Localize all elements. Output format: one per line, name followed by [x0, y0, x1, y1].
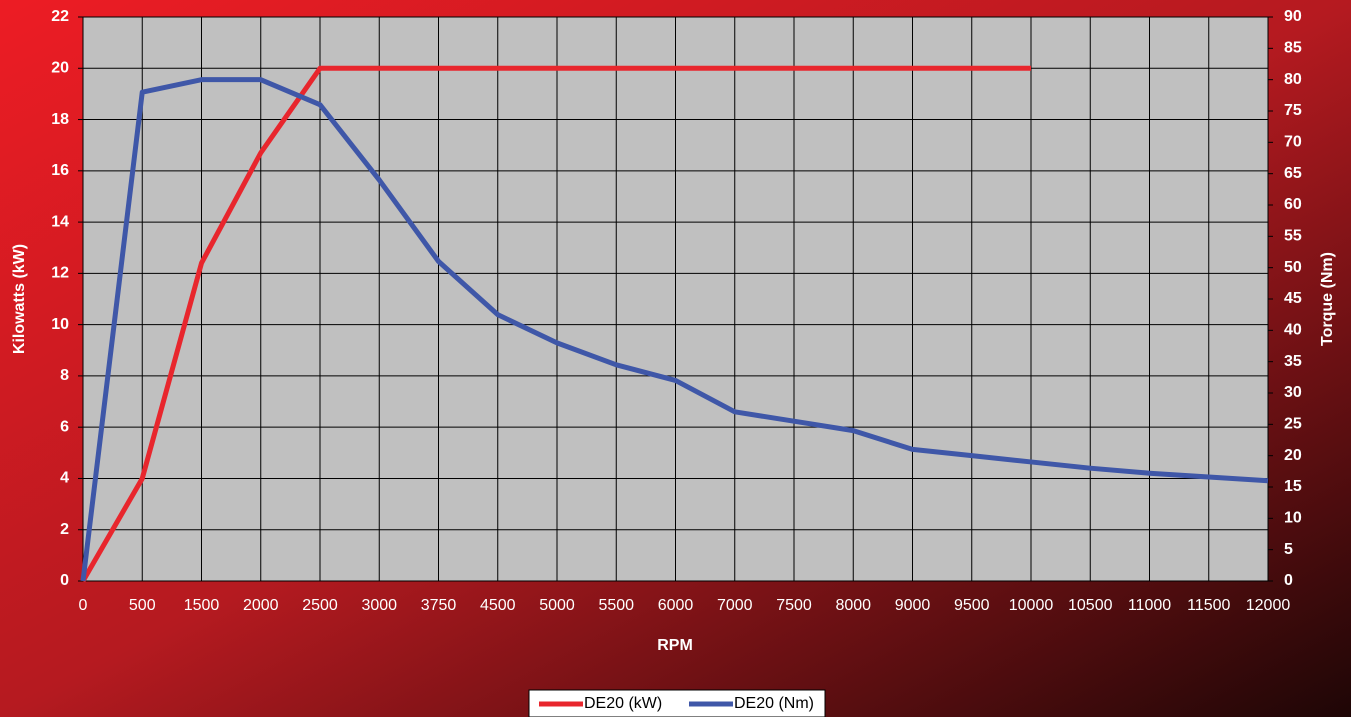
legend-label: DE20 (Nm): [734, 695, 814, 712]
y2-tick-label: 40: [1284, 322, 1302, 339]
x-tick-label: 3000: [361, 597, 397, 614]
x-tick-label: 4500: [480, 597, 516, 614]
x-tick-label: 10500: [1068, 597, 1113, 614]
y-tick-label: 18: [51, 111, 69, 128]
y2-tick-label: 85: [1284, 40, 1302, 57]
y-tick-label: 16: [51, 162, 69, 179]
x-tick-label: 7500: [776, 597, 812, 614]
x-tick-label: 0: [79, 597, 88, 614]
y-tick-label: 20: [51, 59, 69, 76]
x-axis-label: RPM: [657, 637, 693, 654]
y-tick-label: 8: [60, 367, 69, 384]
y2-tick-label: 35: [1284, 353, 1302, 370]
y2-tick-label: 80: [1284, 71, 1302, 88]
y2-tick-label: 65: [1284, 165, 1302, 182]
y2-tick-label: 0: [1284, 572, 1293, 589]
x-tick-label: 11500: [1187, 597, 1230, 614]
y-tick-label: 22: [51, 8, 69, 25]
y-tick-label: 12: [51, 265, 69, 282]
x-tick-label: 500: [129, 597, 156, 614]
x-tick-label: 10000: [1009, 597, 1054, 614]
x-tick-label: 9000: [895, 597, 931, 614]
y2-tick-label: 55: [1284, 228, 1302, 245]
x-tick-label: 2000: [243, 597, 279, 614]
y2-tick-label: 20: [1284, 447, 1302, 464]
y-tick-label: 2: [60, 521, 69, 538]
y2-tick-label: 60: [1284, 196, 1302, 213]
legend-label: DE20 (kW): [584, 695, 662, 712]
y-tick-label: 10: [51, 316, 69, 333]
y2-tick-label: 75: [1284, 102, 1302, 119]
y-tick-label: 4: [60, 470, 69, 487]
x-tick-label: 11000: [1128, 597, 1171, 614]
y2-tick-label: 10: [1284, 510, 1302, 527]
x-tick-label: 1500: [184, 597, 220, 614]
y2-tick-label: 45: [1284, 290, 1302, 307]
y2-tick-label: 5: [1284, 541, 1293, 558]
y2-tick-label: 70: [1284, 134, 1302, 151]
y2-tick-label: 15: [1284, 478, 1302, 495]
x-tick-label: 5000: [539, 597, 575, 614]
y2-axis-label: Torque (Nm): [1319, 252, 1336, 346]
series-line: [80, 77, 1269, 582]
y-axis-label: Kilowatts (kW): [11, 244, 28, 354]
y-tick-label: 6: [60, 418, 69, 435]
x-tick-label: 5500: [598, 597, 634, 614]
plot-border: [82, 16, 1269, 582]
y-tick-label: 0: [60, 572, 69, 589]
x-tick-label: 8000: [835, 597, 871, 614]
x-tick-label: 2500: [302, 597, 338, 614]
x-tick-label: 7000: [717, 597, 753, 614]
y2-tick-label: 25: [1284, 416, 1302, 433]
x-tick-label: 9500: [954, 597, 990, 614]
y2-tick-label: 90: [1284, 8, 1302, 25]
y2-tick-label: 30: [1284, 384, 1302, 401]
x-tick-label: 6000: [658, 597, 694, 614]
y-tick-label: 14: [51, 213, 69, 230]
x-tick-label: 12000: [1246, 597, 1291, 614]
x-tick-label: 3750: [421, 597, 457, 614]
y2-tick-label: 50: [1284, 259, 1302, 276]
series-line: [80, 65, 1031, 583]
